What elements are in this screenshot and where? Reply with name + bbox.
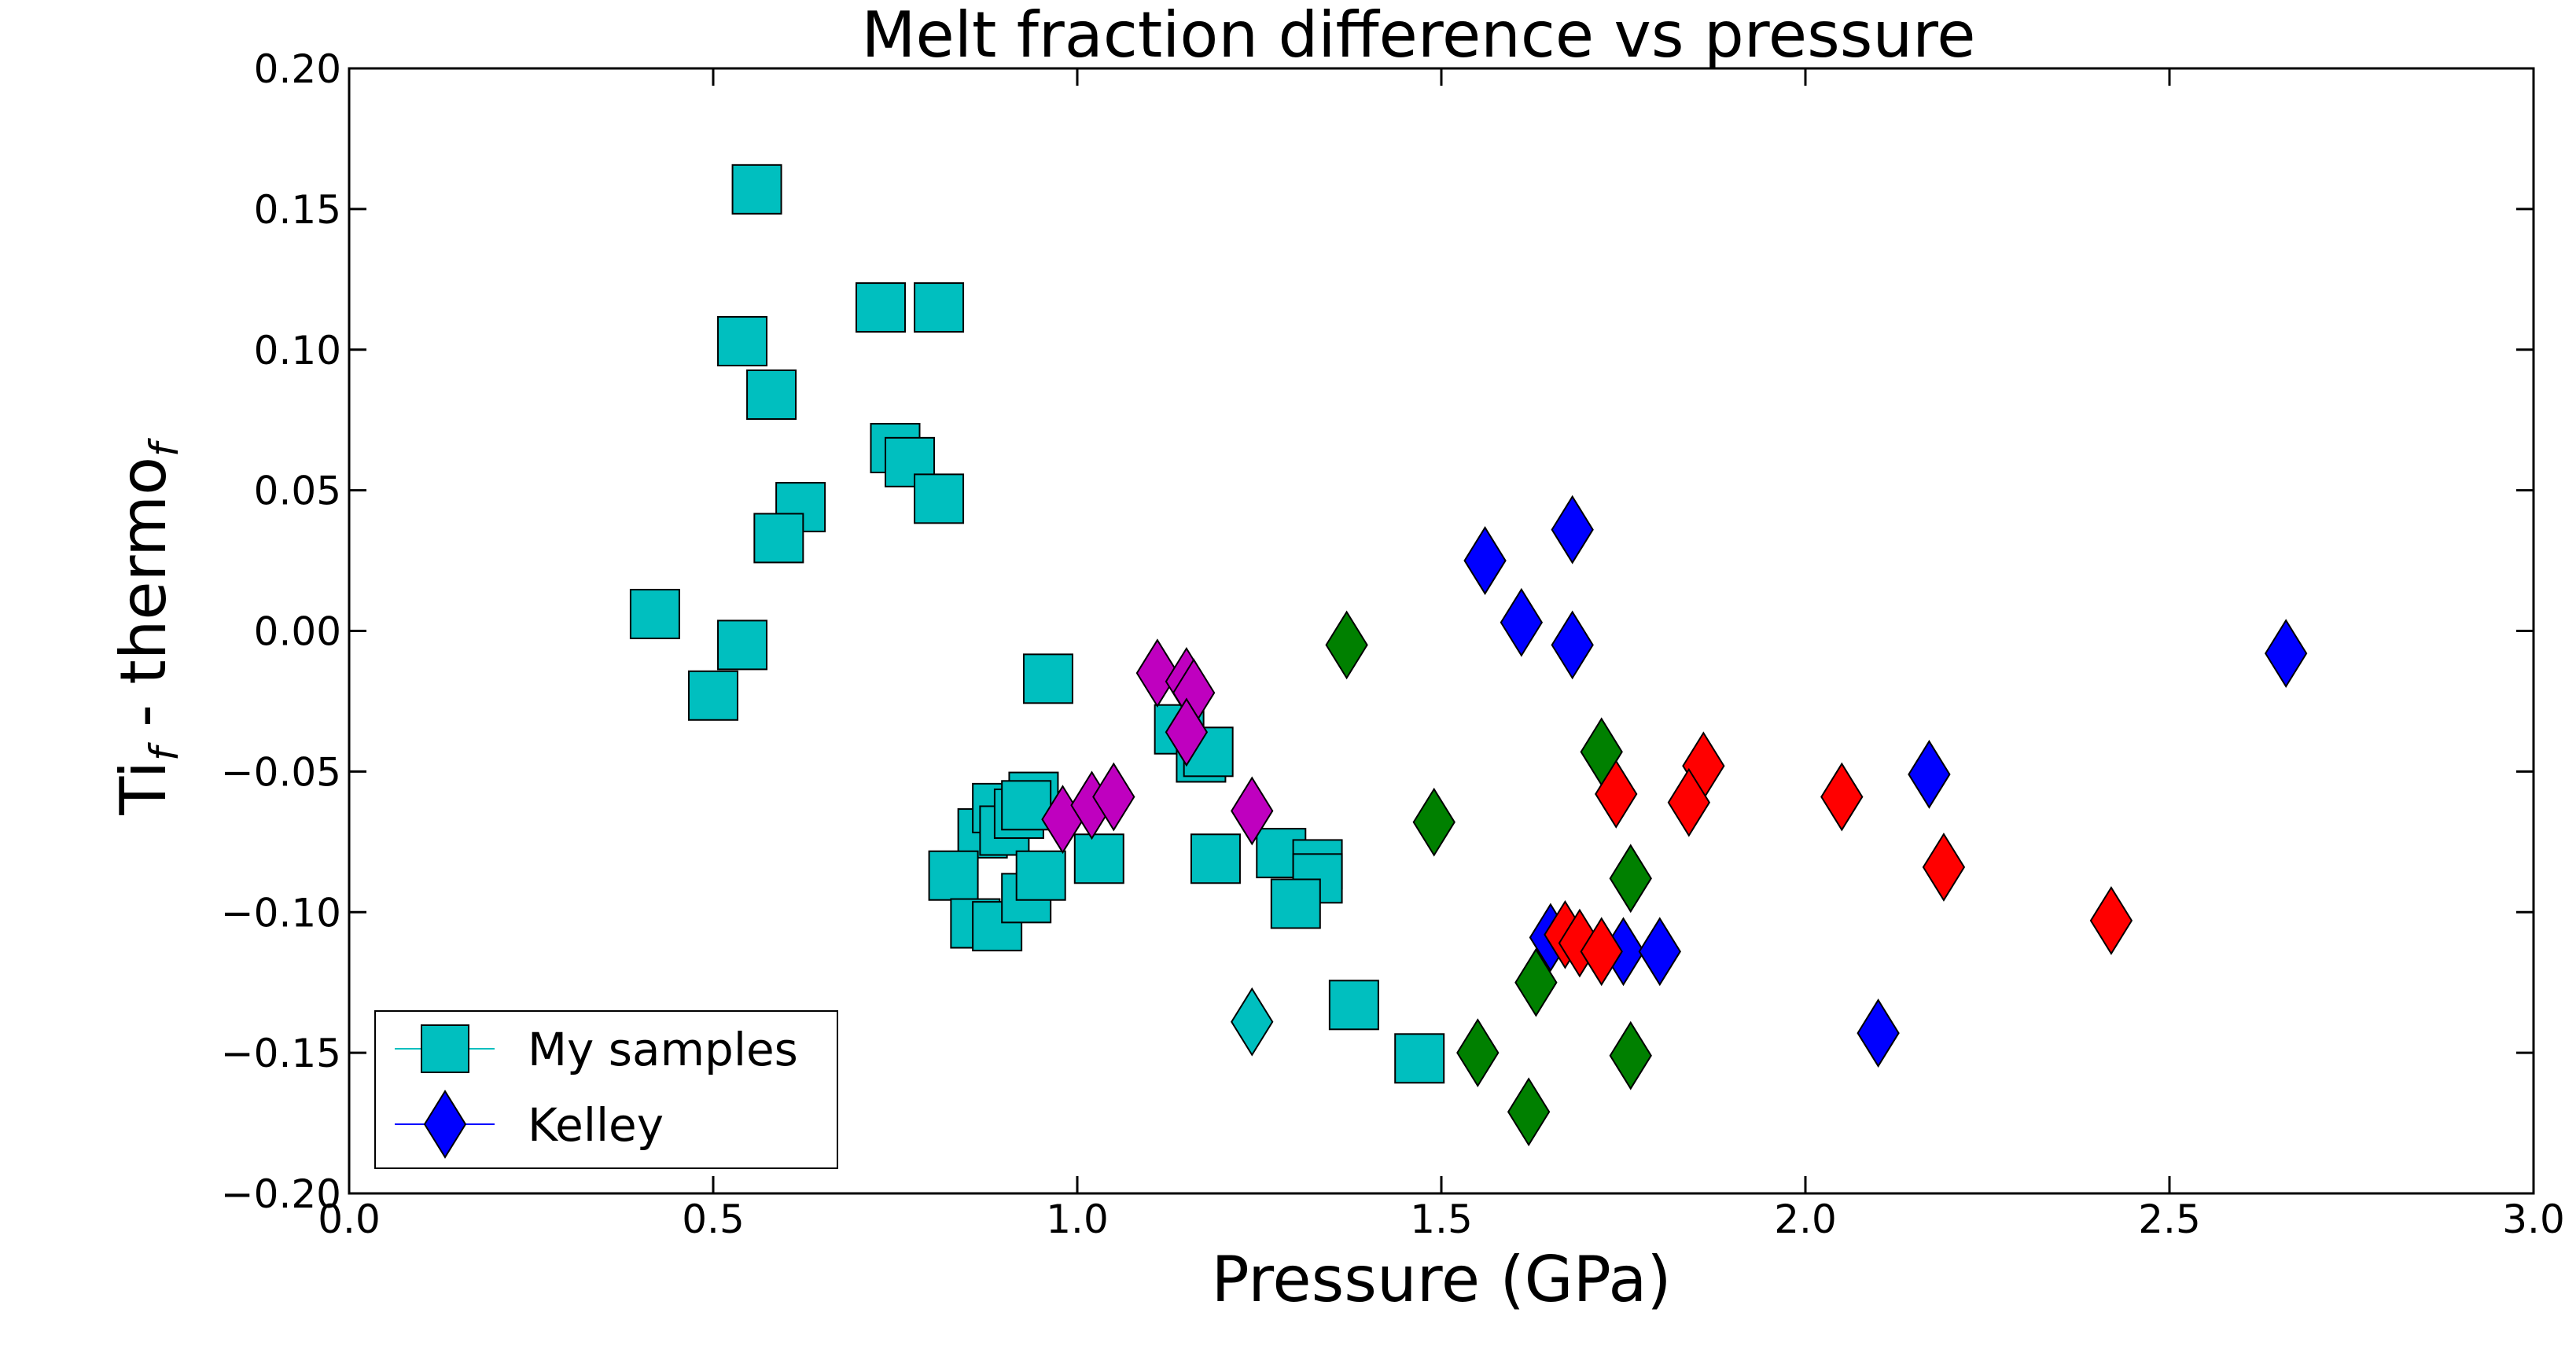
data-point-diamond (1463, 526, 1507, 595)
data-point-square (1022, 653, 1073, 704)
legend-label-my-samples: My samples (528, 1023, 798, 1076)
data-point-diamond (2264, 619, 2308, 689)
data-point-diamond (1092, 762, 1135, 832)
data-point-diamond (1514, 947, 1558, 1017)
data-point-diamond (1165, 697, 1209, 767)
series-group (1325, 610, 1652, 1147)
data-point-square (855, 282, 906, 333)
x-tick-label: 3.0 (2502, 1197, 2565, 1242)
data-point-diamond (1325, 610, 1368, 680)
legend-marker-square (421, 1024, 469, 1073)
series-group (1041, 638, 1274, 855)
data-point-diamond (1820, 762, 1864, 832)
x-tick-label: 0.0 (318, 1197, 381, 1242)
x-tick-label: 2.0 (1774, 1197, 1837, 1242)
data-point-square (1001, 780, 1052, 831)
x-tick-label: 1.5 (1410, 1197, 1473, 1242)
chart-title: Melt fraction difference vs pressure (861, 0, 1975, 72)
series-group (1231, 987, 1274, 1057)
data-point-diamond (1135, 638, 1179, 708)
data-point-diamond (1667, 767, 1711, 837)
data-point-diamond (1595, 759, 1638, 829)
data-point-square (928, 850, 979, 901)
y-tick-label: −0.20 (221, 1171, 341, 1217)
data-point-square (1394, 1033, 1445, 1084)
data-points (629, 164, 2308, 1147)
data-point-diamond (1609, 1020, 1652, 1090)
series-group (1544, 731, 2133, 987)
data-point-diamond (1507, 1077, 1551, 1147)
data-point-square (885, 436, 936, 487)
x-axis-title: Pressure (GPa) (1211, 1243, 1671, 1316)
data-point-diamond (1456, 1018, 1500, 1088)
y-tick-label: 0.00 (254, 609, 341, 655)
data-point-square (1073, 833, 1124, 884)
y-tick-label: 0.10 (254, 328, 341, 373)
data-point-square (731, 164, 782, 215)
data-point-square (717, 620, 768, 671)
y-tick-label: 0.20 (254, 46, 341, 92)
legend-label-kelley: Kelley (528, 1098, 664, 1152)
data-point-diamond (1231, 776, 1274, 846)
legend: My samples Kelley (374, 1010, 838, 1169)
legend-entry-kelley: Kelley (395, 1090, 664, 1159)
legend-marker-diamond (423, 1090, 467, 1159)
data-point-square (717, 316, 768, 367)
y-tick-label: −0.10 (221, 890, 341, 936)
data-point-diamond (1908, 740, 1951, 809)
x-tick-label: 2.5 (2138, 1197, 2201, 1242)
data-point-square (914, 282, 965, 333)
series-group (629, 164, 1445, 1084)
data-point-square (914, 473, 965, 524)
y-tick-label: −0.05 (221, 749, 341, 795)
legend-entry-my-samples: My samples (395, 1023, 798, 1076)
data-point-diamond (1857, 998, 1900, 1068)
data-point-diamond (1609, 844, 1652, 914)
data-point-diamond (1551, 610, 1594, 680)
y-tick-label: 0.05 (254, 469, 341, 514)
data-point-diamond (2089, 886, 2133, 955)
data-point-diamond (1638, 917, 1681, 987)
data-point-square (629, 589, 680, 640)
data-point-square (688, 670, 738, 721)
data-point-square (1328, 980, 1379, 1031)
y-tick-label: 0.15 (254, 187, 341, 233)
x-tick-label: 0.5 (682, 1197, 745, 1242)
data-point-diamond (1551, 495, 1594, 564)
data-point-diamond (1580, 917, 1623, 987)
axis-ticks: 0.0 0.5 1.0 1.5 2.0 2.5 3.0 −0.20 −0.15 −0.10 −0.0… (221, 46, 2565, 1242)
data-point-diamond (1231, 987, 1274, 1057)
data-point-square (753, 513, 804, 564)
data-point-diamond (1412, 787, 1455, 857)
data-point-square (1190, 833, 1241, 884)
data-point-diamond (1500, 587, 1544, 657)
data-point-square (1015, 850, 1066, 901)
data-point-diamond (1922, 833, 1966, 902)
y-axis-title: Tif - thermof (107, 438, 187, 816)
data-point-square (1270, 878, 1321, 929)
y-tick-label: −0.15 (221, 1031, 341, 1076)
data-point-square (746, 369, 797, 420)
x-tick-label: 1.0 (1046, 1197, 1109, 1242)
